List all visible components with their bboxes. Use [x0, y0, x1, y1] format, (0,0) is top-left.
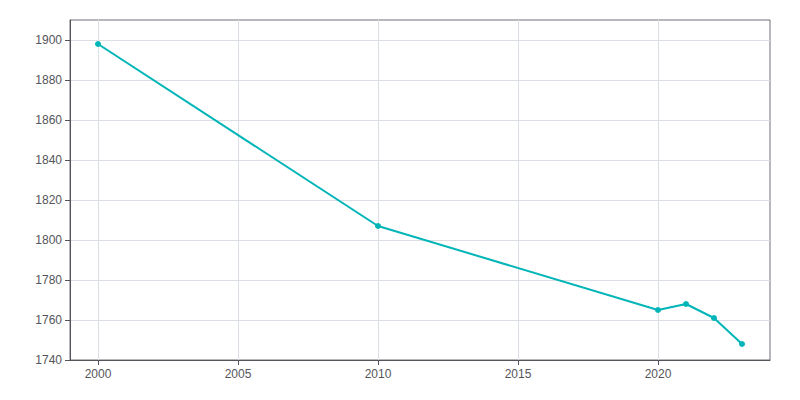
svg-text:1840: 1840 — [35, 153, 62, 167]
svg-text:2015: 2015 — [505, 367, 532, 381]
svg-text:2010: 2010 — [365, 367, 392, 381]
svg-text:2000: 2000 — [85, 367, 112, 381]
svg-text:1880: 1880 — [35, 73, 62, 87]
svg-text:1740: 1740 — [35, 353, 62, 367]
svg-text:1800: 1800 — [35, 233, 62, 247]
svg-text:1780: 1780 — [35, 273, 62, 287]
svg-text:1860: 1860 — [35, 113, 62, 127]
svg-text:1760: 1760 — [35, 313, 62, 327]
svg-text:2020: 2020 — [645, 367, 672, 381]
svg-text:1820: 1820 — [35, 193, 62, 207]
svg-text:2005: 2005 — [225, 367, 252, 381]
svg-text:1900: 1900 — [35, 33, 62, 47]
